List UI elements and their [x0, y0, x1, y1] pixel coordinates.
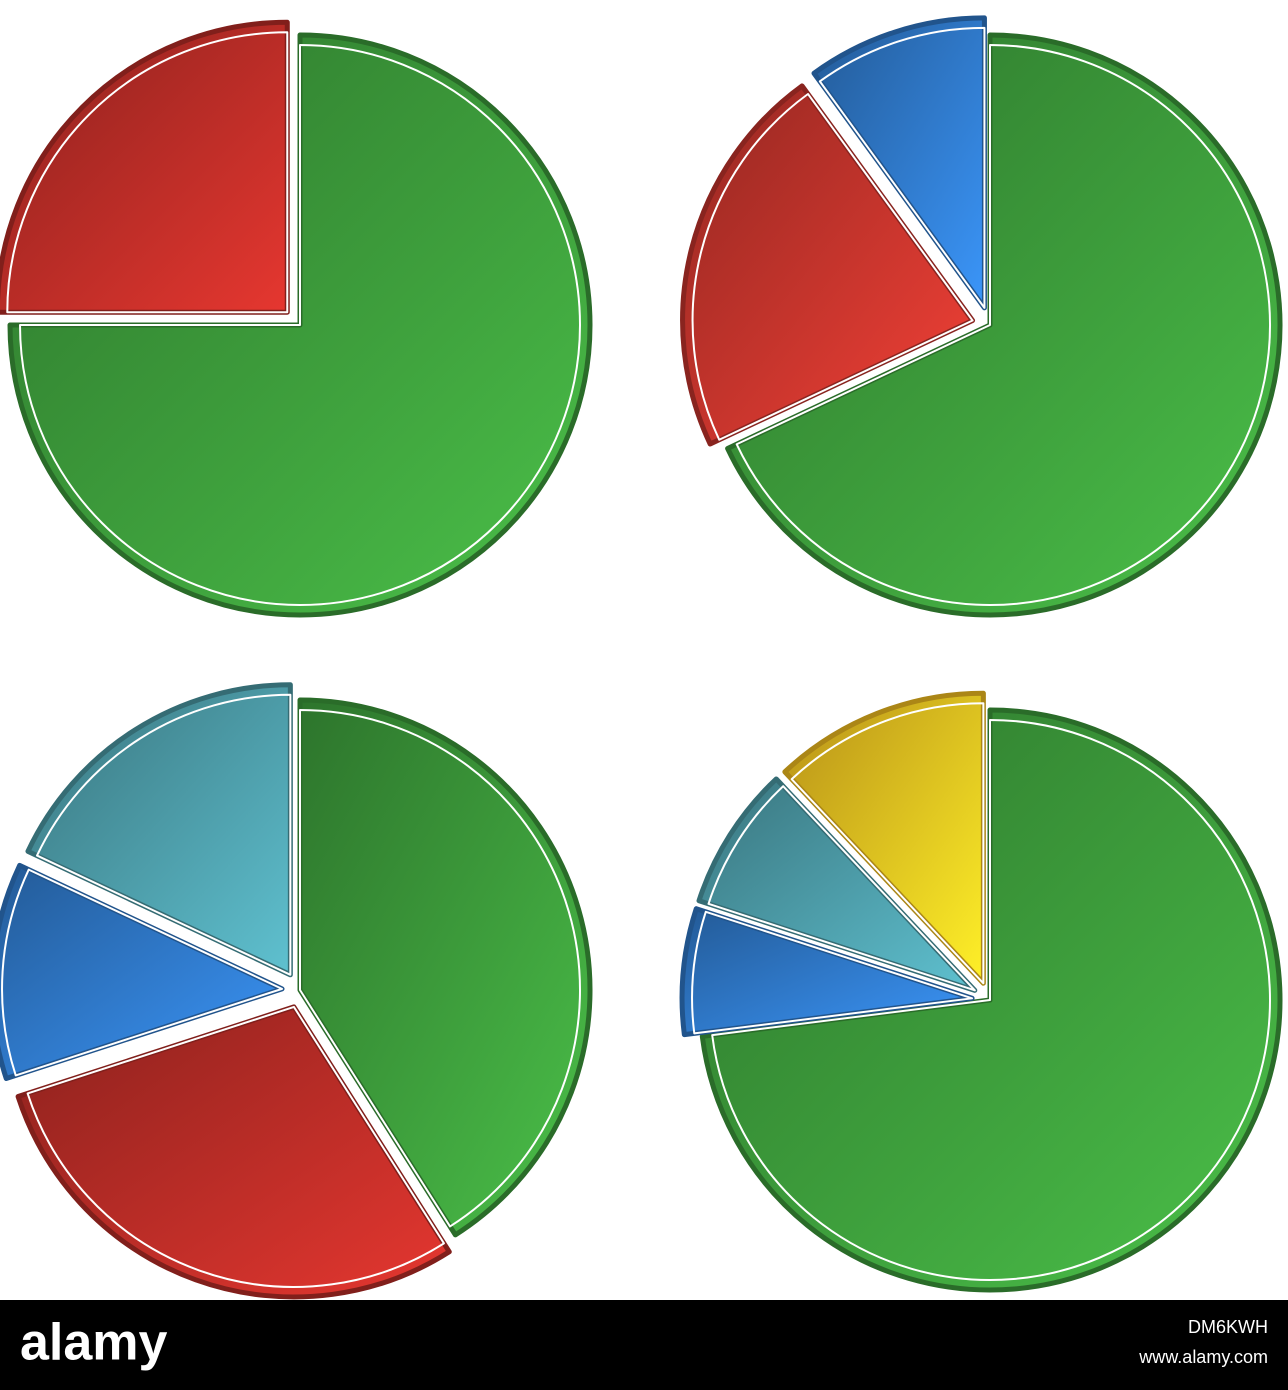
pie-slice	[699, 707, 1283, 1293]
pie-slice	[0, 19, 290, 315]
pie-slice	[297, 697, 593, 1238]
slice-inner-line	[711, 719, 1271, 1281]
footer-bar	[0, 1300, 1288, 1390]
pies	[0, 15, 1283, 1300]
pie-slice	[7, 32, 593, 618]
pie-slice	[25, 682, 293, 978]
pie-slice	[696, 776, 978, 993]
image-id: DM6KWH	[1188, 1317, 1268, 1337]
slice-inner-line	[707, 785, 976, 992]
pie-slice	[811, 15, 987, 311]
pie-slice	[0, 862, 285, 1081]
slice-inner-line	[1, 868, 284, 1077]
footer-logo: alamy	[20, 1314, 168, 1372]
slice-inner-line	[299, 709, 581, 1228]
slice-inner-line	[691, 92, 974, 441]
pie-slice	[679, 906, 975, 1038]
slice-inner-line	[6, 31, 289, 314]
pie-slice	[725, 32, 1283, 618]
slice-inner-line	[790, 702, 985, 985]
pie-slice	[782, 690, 986, 986]
pie-slice	[15, 1004, 452, 1300]
slice-inner-line	[735, 44, 1271, 606]
slice-inner-line	[36, 693, 292, 976]
slice-inner-line	[19, 44, 581, 606]
slice-inner-line	[26, 1005, 445, 1288]
footer-url: www.alamy.com	[1138, 1347, 1268, 1367]
slice-inner-line	[818, 26, 986, 309]
slice-inner-line	[691, 910, 974, 1035]
